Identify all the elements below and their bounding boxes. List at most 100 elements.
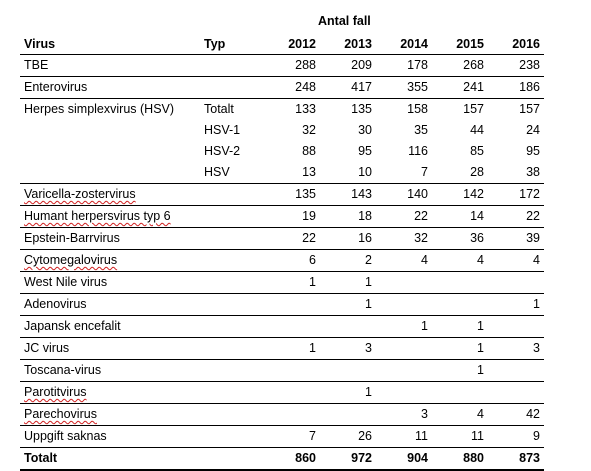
cell-value: 268: [432, 54, 488, 77]
cell-virus: [20, 141, 200, 162]
cell-value: 133: [295, 102, 316, 116]
super-header-antal-fall: Antal fall: [318, 14, 371, 28]
total-value: 860: [264, 447, 320, 471]
cell-virus: Herpes simplexvirus (HSV): [20, 99, 200, 121]
cell-typ: [200, 271, 264, 294]
cell-value: [320, 403, 376, 426]
cell-value: 22: [488, 205, 544, 228]
cell-value: 30: [358, 123, 372, 137]
cell-value: 1: [432, 337, 488, 360]
cell-virus: Uppgift saknas: [20, 426, 200, 448]
header-year: 2014: [376, 34, 432, 55]
cell-value: [432, 381, 488, 404]
total-value: 880: [432, 447, 488, 471]
cell-value: 116: [408, 144, 428, 158]
cell-value: 186: [488, 76, 544, 99]
virus-name: TBE: [24, 58, 49, 72]
virus-name: Adenovirus: [24, 297, 87, 311]
cell-value: 4: [432, 403, 488, 426]
cell-typ: [200, 447, 264, 471]
cell-value: 13: [264, 162, 320, 184]
cell-virus: West Nile virus: [20, 271, 200, 294]
cell-virus: Varicella-zostervirus: [20, 183, 200, 206]
cell-value: 6: [264, 249, 320, 272]
cell-typ: HSV-2: [204, 144, 241, 158]
header-year: 2013: [320, 34, 376, 55]
cell-value: 10: [320, 162, 376, 184]
cell-value: 35: [414, 123, 428, 137]
cell-value: 95: [358, 144, 372, 158]
cell-virus: Parechovirus: [20, 403, 200, 426]
cell-value: 4: [376, 249, 432, 272]
cell-value: 95: [526, 144, 540, 158]
header-year: 2012: [264, 34, 320, 55]
table-row: Varicella-zostervirus 135 143 140 142 172: [20, 183, 544, 206]
cell-value: 22: [264, 227, 320, 250]
header-year: 2015: [432, 34, 488, 55]
cell-value: [488, 315, 544, 338]
cell-typ: [200, 76, 264, 99]
cell-value: [488, 381, 544, 404]
cell-value: 2: [320, 249, 376, 272]
header-row: Virus Typ 2012 2013 2014 2015 2016: [20, 34, 544, 55]
virus-name: Humant herpersvirus typ 6: [24, 209, 171, 223]
virus-name: Uppgift saknas: [24, 429, 107, 443]
cell-value: [376, 271, 432, 294]
cell-value: 288: [264, 54, 320, 77]
cell-value: 38: [488, 162, 544, 184]
virus-name: Herpes simplexvirus (HSV): [24, 102, 175, 116]
cell-value: 28: [432, 162, 488, 184]
cell-value: 1: [488, 293, 544, 316]
cell-value: 7: [309, 429, 316, 443]
cell-typ: HSV-1: [204, 123, 241, 137]
table-row: Japansk encefalit 1 1: [20, 315, 544, 338]
cell-value: 142: [432, 183, 488, 206]
virus-case-table: Virus Typ 2012 2013 2014 2015 2016 TBE 28…: [20, 34, 544, 471]
virus-name: Varicella-zostervirus: [24, 187, 136, 201]
cell-value: 241: [432, 76, 488, 99]
header-typ: Typ: [200, 34, 264, 55]
virus-name: Enterovirus: [24, 80, 88, 94]
cell-typ: [200, 315, 264, 338]
cell-value: 158: [407, 102, 428, 116]
cell-value: 4: [432, 249, 488, 272]
cell-value: 135: [351, 102, 372, 116]
virus-name: Epstein-Barrvirus: [24, 231, 120, 245]
total-label: Totalt: [20, 447, 200, 471]
cell-value: 3: [488, 337, 544, 360]
cell-value: [264, 293, 320, 316]
table-row: Adenovirus 1 1: [20, 293, 544, 316]
table-row: HSV 13 10 7 28 38: [20, 162, 544, 184]
cell-value: 18: [320, 205, 376, 228]
cell-value: 209: [320, 54, 376, 77]
cell-value: 1: [432, 359, 488, 382]
table-row: Uppgift saknas 7 26 11 11 9: [20, 426, 544, 448]
cell-value: 85: [470, 144, 484, 158]
cell-value: [432, 293, 488, 316]
cell-virus: Epstein-Barrvirus: [20, 227, 200, 250]
cell-value: 1: [264, 337, 320, 360]
cell-value: [488, 359, 544, 382]
header-year: 2016: [488, 34, 544, 55]
cell-typ: [200, 227, 264, 250]
cell-value: [320, 359, 376, 382]
cell-virus: [20, 162, 200, 184]
cell-virus: Parotitvirus: [20, 381, 200, 404]
cell-virus: JC virus: [20, 337, 200, 360]
cell-typ: [200, 249, 264, 272]
cell-typ: [200, 359, 264, 382]
cell-typ: [200, 183, 264, 206]
virus-name: Japansk encefalit: [24, 319, 121, 333]
cell-value: 355: [376, 76, 432, 99]
cell-value: [264, 315, 320, 338]
cell-value: 32: [376, 227, 432, 250]
total-value: 972: [320, 447, 376, 471]
cell-value: 1: [264, 271, 320, 294]
header-virus: Virus: [20, 34, 200, 55]
table-row: Humant herpersvirus typ 6 19 18 22 14 22: [20, 205, 544, 228]
cell-typ: [200, 381, 264, 404]
cell-value: 16: [320, 227, 376, 250]
cell-value: [376, 337, 432, 360]
table-body: TBE 288 209 178 268 238 Enterovirus 248 417 355 24…: [20, 54, 544, 471]
table-row: TBE 288 209 178 268 238: [20, 54, 544, 77]
